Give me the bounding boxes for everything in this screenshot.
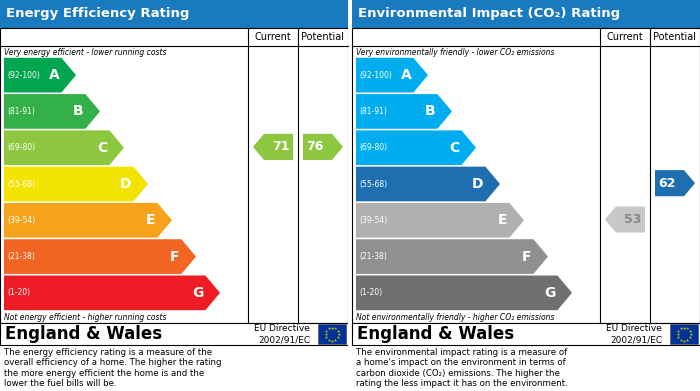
Polygon shape (605, 206, 645, 233)
Text: (69-80): (69-80) (7, 143, 35, 152)
Text: England & Wales: England & Wales (357, 325, 514, 343)
Text: Environmental Impact (CO₂) Rating: Environmental Impact (CO₂) Rating (358, 7, 620, 20)
Text: 62: 62 (658, 177, 676, 190)
Text: (39-54): (39-54) (359, 216, 387, 225)
Text: D: D (120, 177, 132, 191)
Text: 53: 53 (624, 213, 642, 226)
Text: C: C (97, 141, 107, 155)
Text: Potential: Potential (302, 32, 344, 42)
Text: B: B (425, 104, 435, 118)
Text: (92-100): (92-100) (359, 71, 392, 80)
Text: (92-100): (92-100) (7, 71, 40, 80)
Text: EU Directive
2002/91/EC: EU Directive 2002/91/EC (606, 324, 662, 344)
Text: E: E (498, 213, 508, 227)
Polygon shape (655, 170, 695, 196)
Bar (348, 0, 352, 391)
Text: (39-54): (39-54) (7, 216, 35, 225)
Text: Current: Current (607, 32, 643, 42)
Text: The energy efficiency rating is a measure of the
overall efficiency of a home. T: The energy efficiency rating is a measur… (4, 348, 221, 388)
Text: (55-68): (55-68) (359, 179, 387, 188)
Text: F: F (170, 249, 179, 264)
Text: (1-20): (1-20) (359, 288, 382, 298)
Text: G: G (192, 286, 204, 300)
Text: (69-80): (69-80) (359, 143, 387, 152)
Text: Current: Current (255, 32, 291, 42)
Bar (0, 28, 348, 323)
Polygon shape (253, 134, 293, 160)
Bar (0, 0, 348, 28)
Text: Very environmentally friendly - lower CO₂ emissions: Very environmentally friendly - lower CO… (356, 48, 554, 57)
Polygon shape (4, 239, 196, 274)
Polygon shape (4, 203, 172, 238)
Text: 71: 71 (272, 140, 290, 153)
Text: Very energy efficient - lower running costs: Very energy efficient - lower running co… (4, 48, 167, 57)
Text: Not energy efficient - higher running costs: Not energy efficient - higher running co… (4, 313, 167, 322)
Polygon shape (303, 134, 343, 160)
Bar (670, 324, 698, 344)
Bar (352, 28, 700, 323)
Polygon shape (4, 94, 100, 129)
Text: C: C (449, 141, 459, 155)
Text: (21-38): (21-38) (359, 252, 387, 261)
Polygon shape (356, 167, 500, 201)
Polygon shape (356, 203, 524, 238)
Polygon shape (356, 58, 428, 93)
Text: E: E (146, 213, 155, 227)
Text: The environmental impact rating is a measure of
a home's impact on the environme: The environmental impact rating is a mea… (356, 348, 568, 388)
Text: D: D (472, 177, 484, 191)
Bar (352, 323, 700, 345)
Text: B: B (73, 104, 83, 118)
Polygon shape (4, 167, 148, 201)
Text: EU Directive
2002/91/EC: EU Directive 2002/91/EC (254, 324, 310, 344)
Text: A: A (400, 68, 412, 82)
Bar (352, 0, 700, 28)
Polygon shape (4, 58, 76, 93)
Polygon shape (4, 130, 124, 165)
Polygon shape (356, 276, 572, 310)
Text: A: A (49, 68, 60, 82)
Text: England & Wales: England & Wales (5, 325, 162, 343)
Text: (55-68): (55-68) (7, 179, 35, 188)
Text: Not environmentally friendly - higher CO₂ emissions: Not environmentally friendly - higher CO… (356, 313, 554, 322)
Bar (0, 323, 348, 345)
Text: F: F (522, 249, 531, 264)
Text: G: G (544, 286, 555, 300)
Bar (318, 324, 346, 344)
Text: 76: 76 (307, 140, 323, 153)
Text: Energy Efficiency Rating: Energy Efficiency Rating (6, 7, 190, 20)
Text: (21-38): (21-38) (7, 252, 35, 261)
Polygon shape (356, 130, 476, 165)
Polygon shape (356, 94, 452, 129)
Text: (81-91): (81-91) (7, 107, 35, 116)
Polygon shape (356, 239, 548, 274)
Text: (1-20): (1-20) (7, 288, 30, 298)
Polygon shape (4, 276, 220, 310)
Text: Potential: Potential (654, 32, 696, 42)
Text: (81-91): (81-91) (359, 107, 387, 116)
